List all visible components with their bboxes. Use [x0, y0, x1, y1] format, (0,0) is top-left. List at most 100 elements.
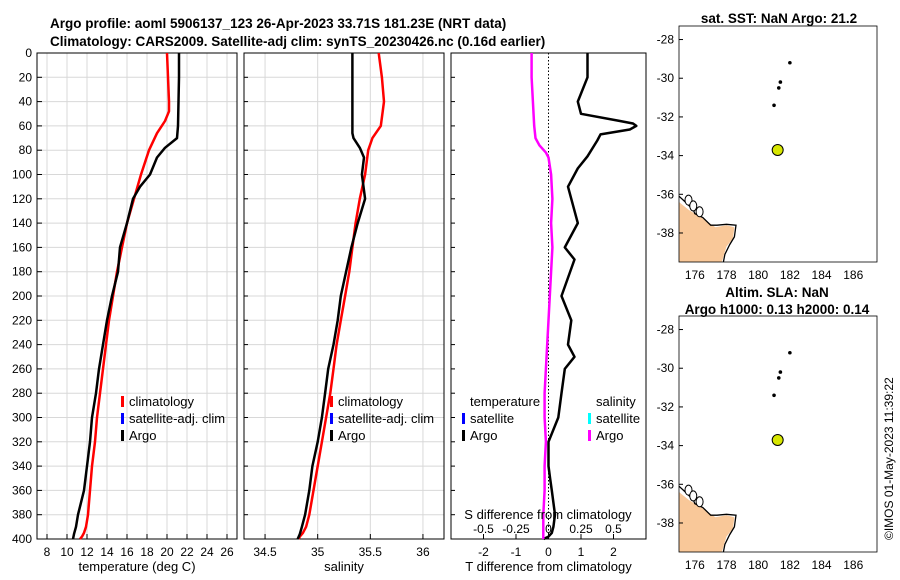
legend-swatch — [462, 413, 465, 424]
map-y-tick-label: -36 — [657, 187, 675, 201]
top-x-tick-label: 0.25 — [569, 522, 593, 536]
legend-swatch — [588, 396, 591, 407]
x-tick-label: 8 — [44, 545, 51, 559]
y-tick-label: 0 — [25, 46, 32, 60]
map-x-tick-label: 178 — [717, 268, 737, 282]
x-tick-label: -1 — [511, 545, 522, 559]
legend-swatch — [462, 396, 465, 407]
float-position-marker — [771, 433, 784, 446]
island — [689, 490, 698, 502]
y-tick-label: 280 — [12, 386, 32, 400]
y-tick-label: 120 — [12, 192, 32, 206]
series-climatology-line — [79, 52, 171, 540]
x-tick-label: 0 — [545, 545, 552, 559]
map-subtitle: Argo h1000: 0.13 h2000: 0.14 — [685, 302, 870, 317]
y-tick-label: 180 — [12, 265, 32, 279]
y-tick-label: 60 — [19, 119, 33, 133]
y-tick-label: 240 — [12, 338, 32, 352]
track-point — [772, 103, 776, 108]
land-area — [679, 202, 735, 262]
map-x-tick-label: 186 — [843, 268, 863, 282]
panel-salinity: 34.5 35 35.5 36 salinity climatology satellite… — [243, 52, 445, 574]
x-tick-label: 20 — [160, 545, 174, 559]
x-tick-label: 26 — [220, 545, 234, 559]
y-tick-label: 40 — [19, 95, 33, 109]
map-y-tick-label: -36 — [657, 477, 675, 491]
map-y-tick-label: -34 — [657, 149, 675, 163]
legend-entry: satellite — [470, 411, 514, 426]
legend-entry: Argo — [596, 428, 623, 443]
y-tick-label: 80 — [19, 143, 33, 157]
float-position-marker — [771, 143, 784, 156]
legend-swatch — [330, 396, 333, 407]
x-tick-label: 12 — [80, 545, 94, 559]
map-x-tick-label: 184 — [812, 268, 832, 282]
map-x-tick-label: 178 — [717, 558, 737, 572]
y-tick-label: 380 — [12, 508, 32, 522]
land-area — [679, 492, 735, 552]
legend-entry: Argo — [338, 428, 365, 443]
map-y-tick-label: -28 — [657, 323, 675, 337]
legend-swatch — [462, 430, 465, 441]
track-point — [778, 370, 783, 374]
legend-swatch — [588, 413, 591, 424]
map-x-tick-label: 180 — [748, 268, 768, 282]
top-x-tick-label: 0 — [545, 522, 552, 536]
x-tick-label: -2 — [478, 545, 489, 559]
x-tick-label: 36 — [416, 545, 430, 559]
x-axis-label: T difference from climatology — [465, 559, 632, 574]
legend-swatch — [330, 430, 333, 441]
island — [695, 496, 704, 508]
y-tick-label: 320 — [12, 435, 32, 449]
x-tick-label: 24 — [200, 545, 214, 559]
map-y-tick-label: -30 — [657, 71, 675, 85]
y-tick-label: 340 — [12, 459, 32, 473]
map-x-tick-label: 184 — [812, 558, 832, 572]
map-axes-box — [678, 25, 878, 263]
map-y-tick-label: -34 — [657, 439, 675, 453]
series-s-difference-line — [530, 53, 554, 539]
y-tick-label: 200 — [12, 289, 32, 303]
y-tick-label: 360 — [12, 483, 32, 497]
map-x-tick-label: 176 — [685, 558, 705, 572]
top-x-axis-label: S difference from climatology — [464, 507, 632, 522]
top-x-tick-label: -0.25 — [502, 522, 530, 536]
legend-swatch — [330, 413, 333, 424]
x-tick-label: 22 — [180, 545, 194, 559]
track-point — [778, 80, 783, 84]
map-y-tick-label: -32 — [657, 110, 675, 124]
island — [695, 206, 704, 218]
x-axis-label: temperature (deg C) — [78, 559, 195, 574]
panel-temperature: 8 10 12 14 16 18 20 22 24 26020406080100120140160… — [12, 46, 238, 574]
y-tick-label: 20 — [19, 70, 33, 84]
legend-entry: salinity — [596, 394, 636, 409]
timestamp: ©IMOS 01-May-2023 11:39:22 — [882, 377, 896, 540]
series-climatology-line — [297, 52, 386, 540]
figure-title-line2: Climatology: CARS2009. Satellite-adj cli… — [50, 34, 545, 49]
track-point — [776, 86, 781, 90]
map-title: Altim. SLA: NaN — [725, 285, 829, 300]
y-tick-label: 140 — [12, 216, 32, 230]
legend-swatch — [121, 413, 124, 424]
panel-map_sst: sat. SST: NaN Argo: 21.2 176 178 180 182 184 1… — [657, 11, 878, 282]
map-title: sat. SST: NaN Argo: 21.2 — [701, 11, 857, 26]
x-tick-label: 2 — [610, 545, 617, 559]
map-axes-box — [678, 315, 878, 553]
series-argo-line — [296, 53, 367, 540]
series-t-difference-line — [543, 53, 638, 541]
legend-swatch — [121, 430, 124, 441]
y-tick-label: 400 — [12, 532, 32, 546]
map-y-tick-label: -30 — [657, 361, 675, 375]
map-x-tick-label: 176 — [685, 268, 705, 282]
map-y-tick-label: -38 — [657, 226, 675, 240]
y-tick-label: 220 — [12, 313, 32, 327]
legend-entry: climatology — [129, 394, 195, 409]
figure-title-line1: Argo profile: aoml 5906137_123 26-Apr-20… — [50, 16, 506, 31]
legend-entry: temperature — [470, 394, 540, 409]
x-tick-label: 35.5 — [359, 545, 383, 559]
map-x-tick-label: 182 — [780, 268, 800, 282]
legend-swatch — [588, 430, 591, 441]
track-point — [776, 376, 781, 380]
legend-entry: satellite — [596, 411, 640, 426]
x-tick-label: 18 — [140, 545, 154, 559]
